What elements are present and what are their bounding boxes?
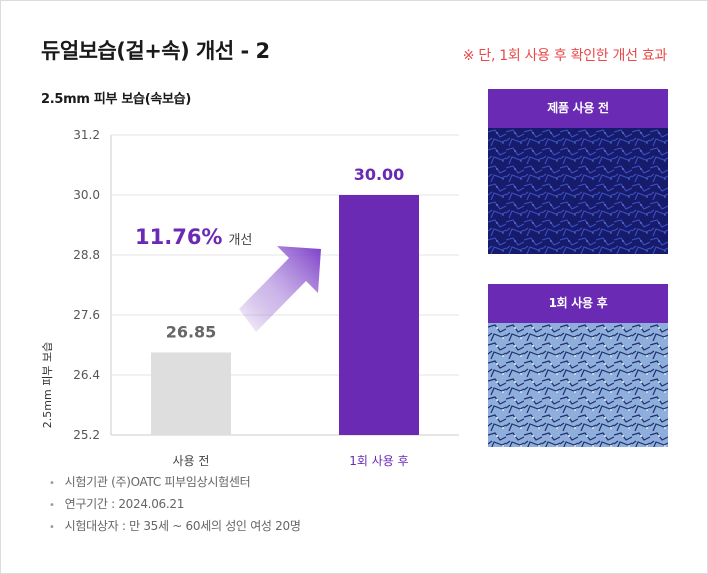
chart-title: 2.5mm 피부 보습(속보습) xyxy=(41,92,191,107)
study-footnotes: 시험기관 (주)OATC 피부임상시험센터 연구기간 : 2024.06.21 … xyxy=(49,473,301,539)
footnote-institution: 시험기관 (주)OATC 피부임상시험센터 xyxy=(49,473,301,495)
skin-microscopy-before-image xyxy=(488,128,668,254)
photo-panel-before: 제품 사용 전 xyxy=(488,89,668,254)
y-tick-label: 27.6 xyxy=(73,308,100,322)
bar-value-label: 26.85 xyxy=(166,323,217,342)
improvement-arrow xyxy=(239,246,321,332)
photo-label-before: 제품 사용 전 xyxy=(488,89,668,128)
photo-label-after: 1회 사용 후 xyxy=(488,284,668,323)
category-label: 1회 사용 후 xyxy=(349,454,408,468)
improvement-text: 개선 xyxy=(228,233,252,248)
y-tick-label: 26.4 xyxy=(73,368,100,382)
category-label: 사용 전 xyxy=(173,454,210,468)
y-axis-title: 2.5mm 피부 보습 xyxy=(41,342,54,428)
skin-microscopy-after-image xyxy=(488,323,668,447)
footnote-period: 연구기간 : 2024.06.21 xyxy=(49,495,301,517)
y-tick-label: 25.2 xyxy=(73,428,100,442)
photo-panel-after: 1회 사용 후 xyxy=(488,284,668,449)
bar-1 xyxy=(151,352,231,435)
bar-value-label: 30.00 xyxy=(354,165,405,184)
bar-2 xyxy=(339,195,419,435)
page-title: 듀얼보습(겉+속) 개선 - 2 xyxy=(41,39,270,63)
condition-note: ※ 단, 1회 사용 후 확인한 개선 효과 xyxy=(462,48,668,64)
footnote-subjects: 시험대상자 : 만 35세 ~ 60세의 성인 여성 20명 xyxy=(49,517,301,539)
bar-chart: 25.2 26.4 27.6 28.8 30.0 31.2 2.5mm 피부 보습 26.85… xyxy=(41,128,459,468)
y-tick-label: 28.8 xyxy=(73,248,100,262)
y-tick-label: 31.2 xyxy=(73,128,100,142)
y-tick-label: 30.0 xyxy=(73,188,100,202)
improvement-annotation: 11.76% 개선 xyxy=(135,225,252,249)
improvement-percent: 11.76% xyxy=(135,225,222,249)
